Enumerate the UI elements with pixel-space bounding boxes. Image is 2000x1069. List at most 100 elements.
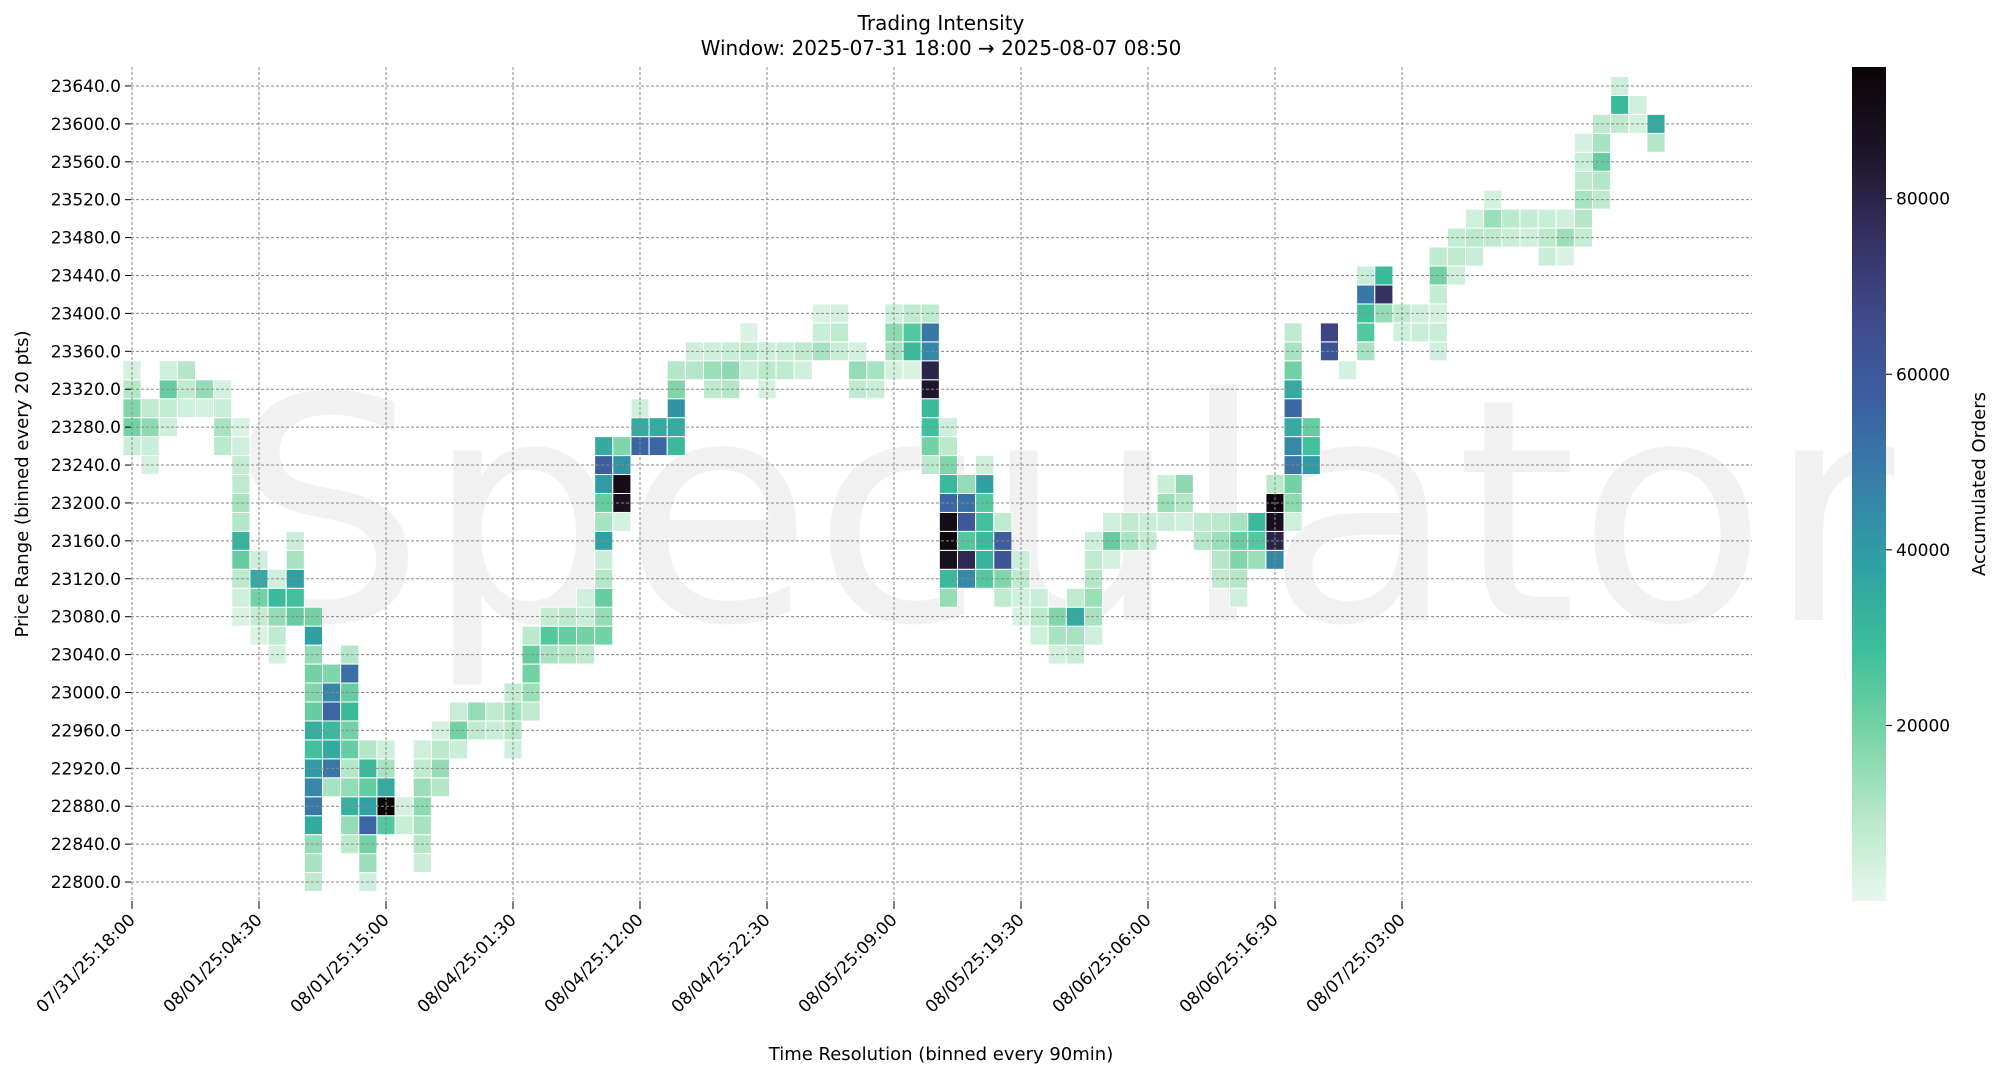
colorbar-gradient	[1852, 67, 1886, 901]
heatmap-cell	[594, 511, 614, 532]
heatmap-cell	[340, 777, 360, 798]
heatmap-cell	[1283, 322, 1303, 343]
heatmap-cell	[1573, 208, 1593, 229]
heatmap-cell	[1592, 170, 1612, 191]
heatmap-cell	[1174, 511, 1194, 532]
heatmap-cell	[213, 398, 233, 419]
heatmap-cell	[485, 701, 505, 722]
heatmap-cell	[1211, 511, 1231, 532]
heatmap-cell	[158, 398, 178, 419]
heatmap-cell	[412, 739, 432, 760]
heatmap-cell	[322, 777, 342, 798]
y-tick-label: 23360.0	[51, 342, 121, 362]
heatmap-cell	[412, 853, 432, 874]
heatmap-cell	[920, 398, 940, 419]
heatmap-cell	[1573, 170, 1593, 191]
y-tick-label: 22960.0	[51, 721, 121, 741]
heatmap-cell	[1555, 246, 1575, 267]
x-tick-label: 08/04/25:12:00	[541, 910, 648, 1017]
heatmap-cell	[703, 360, 723, 381]
heatmap-cell	[1029, 587, 1049, 608]
heatmap-cell	[830, 322, 850, 343]
heatmap-cell	[322, 663, 342, 684]
heatmap-cell	[1065, 625, 1085, 646]
heatmap-cell	[775, 360, 795, 381]
heatmap-cell	[285, 549, 305, 570]
y-tick-label: 22840.0	[51, 835, 121, 855]
heatmap-cell	[231, 474, 251, 494]
heatmap-cell	[322, 739, 342, 760]
x-tick-label: 08/05/25:19:30	[922, 910, 1029, 1017]
heatmap-cell	[612, 511, 632, 532]
heatmap-cell	[1646, 132, 1666, 153]
heatmap-cell	[975, 474, 995, 494]
heatmap-cell	[267, 625, 287, 646]
heatmap-cell	[1537, 246, 1557, 267]
heatmap-cell	[231, 587, 251, 608]
heatmap-cell	[993, 549, 1013, 570]
heatmap-cell	[1247, 511, 1267, 532]
heatmap-cell	[1065, 587, 1085, 608]
heatmap-cell	[176, 360, 196, 381]
heatmap-cell	[1283, 474, 1303, 494]
heatmap-cell	[938, 436, 958, 457]
x-axis-ticks: 07/31/25:18:00 08/01/25:04:30 08/01/25:15:…	[33, 901, 1410, 1017]
y-tick-label: 23200.0	[51, 494, 121, 514]
heatmap-cell	[1501, 208, 1521, 229]
heatmap-cell	[576, 587, 596, 608]
x-tick-label: 07/31/25:18:00	[33, 910, 140, 1017]
heatmap-cell	[648, 436, 668, 457]
heatmap-cell	[938, 587, 958, 608]
heatmap-cell	[358, 777, 378, 798]
heatmap-cell	[1610, 94, 1630, 115]
heatmap-cell	[430, 777, 450, 798]
heatmap-cell	[1338, 360, 1358, 381]
heatmap-cell	[1084, 625, 1104, 646]
heatmap-cell	[195, 398, 215, 419]
colorbar-label: Accumulated Orders	[1969, 392, 1990, 576]
heatmap-cell	[993, 511, 1013, 532]
heatmap-cell	[1283, 511, 1303, 532]
heatmap-cell	[303, 701, 323, 722]
y-tick-label: 23040.0	[51, 646, 121, 666]
heatmap-cell	[358, 853, 378, 874]
chart-title: Trading Intensity	[857, 11, 1025, 35]
heatmap-cell	[303, 815, 323, 836]
heatmap-cell	[793, 360, 813, 381]
y-tick-label: 23480.0	[51, 229, 121, 249]
heatmap-cell	[231, 549, 251, 570]
heatmap-cell	[920, 436, 940, 457]
heatmap-cell	[358, 739, 378, 760]
heatmap-cell	[358, 815, 378, 836]
heatmap-cell	[975, 549, 995, 570]
y-tick-label: 23520.0	[51, 191, 121, 211]
grid-lines	[131, 67, 1752, 901]
heatmap-cell	[1029, 625, 1049, 646]
y-tick-label: 23440.0	[51, 267, 121, 287]
heatmap-cell	[1229, 511, 1249, 532]
heatmap-cell	[721, 360, 741, 381]
y-axis-ticks: 22800.0 22840.0 22880.0 22920.0 22960.0 23000…	[51, 77, 131, 893]
colorbar-tick-label: 80000	[1896, 190, 1950, 210]
heatmap-cell	[521, 625, 541, 646]
heatmap-cell	[322, 701, 342, 722]
heatmap-cell	[340, 663, 360, 684]
heatmap-cell	[1410, 322, 1430, 343]
heatmap-cell	[557, 625, 577, 646]
heatmap-cell	[1120, 511, 1140, 532]
heatmap-cell	[594, 625, 614, 646]
y-tick-label: 22920.0	[51, 759, 121, 779]
heatmap-cell	[1229, 587, 1249, 608]
heatmap-cell	[521, 663, 541, 684]
heatmap-cell	[576, 625, 596, 646]
heatmap-cell	[340, 739, 360, 760]
heatmap-cell	[1084, 587, 1104, 608]
y-tick-label: 23640.0	[51, 77, 121, 97]
heatmap-cell	[412, 815, 432, 836]
heatmap-cell	[1428, 322, 1448, 343]
heatmap-cell	[1192, 511, 1212, 532]
colorbar-tick-label: 40000	[1896, 541, 1950, 561]
heatmap-cell	[303, 625, 323, 646]
heatmap-cell	[1174, 474, 1194, 494]
heatmap-cell	[340, 701, 360, 722]
